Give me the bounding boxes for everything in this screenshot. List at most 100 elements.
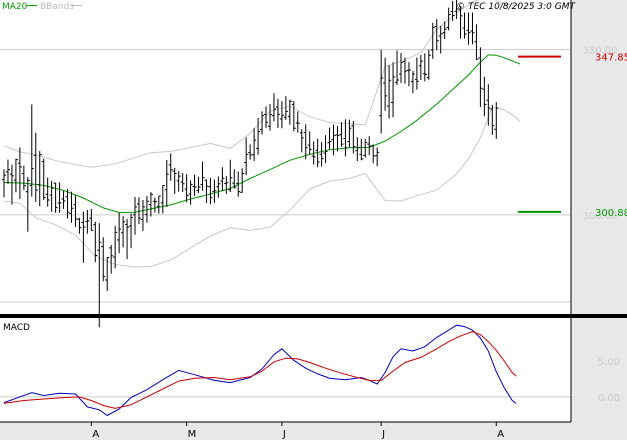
ohlc-bar [41, 158, 46, 200]
legend-bbands-swatch [72, 5, 82, 6]
ohlc-bar [133, 196, 138, 235]
ohlc-bar [228, 159, 233, 193]
ohlc-bar [283, 96, 288, 120]
ohlc-bar [236, 171, 241, 197]
ohlc-bar [85, 209, 90, 234]
macd-lines [3, 324, 517, 417]
ohlc-bar [25, 177, 30, 232]
ma20-series-line [3, 54, 521, 214]
ohlc-bar [466, 12, 471, 45]
ohlc-bar [347, 119, 352, 148]
ohlc-bar [474, 24, 479, 60]
ohlc-bar [220, 167, 225, 192]
ohlc-bar [13, 158, 18, 193]
ohlc-bar [486, 84, 491, 126]
macd-tick-label: 5.00 [598, 357, 620, 368]
ohlc-bar [418, 54, 423, 80]
ohlc-bar [434, 19, 439, 51]
ohlc-bar [164, 159, 169, 207]
price-panel-bg [0, 0, 571, 314]
ohlc-bar [117, 212, 122, 254]
ohlc-bar [121, 216, 126, 248]
ohlc-bar [113, 225, 118, 269]
axis-labels: 350.00 300.00 5.00 0.00 347.85 300.88 A M J J A [92, 46, 627, 440]
ohlc-bar [77, 217, 82, 234]
ohlc-bar [482, 76, 487, 117]
ohlc-bar [240, 168, 245, 193]
axes [0, 0, 572, 426]
ohlc-bar [125, 218, 130, 260]
ohlc-bar [97, 223, 102, 328]
ohlc-bar [224, 175, 229, 195]
ohlc-bar [216, 176, 221, 198]
ohlc-bar [454, 0, 459, 19]
ohlc-bar [367, 136, 372, 156]
ohlc-bar [323, 135, 328, 164]
ohlc-bar [73, 195, 78, 228]
ohlc-bar [172, 167, 177, 195]
ohlc-bar [188, 180, 193, 205]
ohlc-bar [355, 137, 360, 161]
ohlc-bar [244, 137, 249, 176]
ohlc-bar [371, 144, 376, 164]
ohlc-bar [291, 101, 296, 132]
ohlc-bar [37, 151, 42, 207]
ohlc-bar [152, 197, 157, 213]
ohlc-bar [200, 161, 205, 191]
ohlc-bar [331, 124, 336, 156]
ohlc-bar [438, 25, 443, 54]
ohlc-bar [101, 237, 106, 282]
ohlc-bar [319, 142, 324, 167]
ohlc-bar [426, 49, 431, 80]
ohlc-bar [414, 57, 419, 90]
macd-label: MACD [3, 323, 30, 333]
ohlc-bar [2, 169, 6, 198]
ohlc-bar [343, 119, 348, 157]
ohlc-bar [470, 12, 475, 45]
ohlc-bar [383, 57, 388, 111]
ohlc-bar [248, 144, 253, 160]
ohlc-bar [144, 196, 149, 223]
copyright-text: © TEC 10/8/2025 3:0 GMT [456, 2, 576, 12]
ohlc-bar [446, 7, 451, 31]
ohlc-bar [406, 62, 411, 87]
ohlc-bar [184, 174, 189, 203]
ohlc-bar [21, 165, 26, 191]
ohlc-bar [105, 256, 110, 291]
ohlc-bar [271, 93, 276, 122]
ohlc-bar [109, 244, 114, 274]
ohlc-bar [399, 52, 403, 83]
ohlc-bar [275, 98, 280, 128]
ohlc-bar [264, 106, 269, 128]
ohlc-bar [61, 191, 66, 209]
ohlc-bar [327, 127, 332, 150]
ohlc-bar [311, 141, 316, 165]
ohlc-bar [196, 176, 201, 194]
price-axis-bg [571, 0, 627, 314]
x-tick-label: A [92, 429, 99, 440]
ohlc-bar [148, 192, 153, 217]
ohlc-bar [402, 57, 407, 84]
ohlc-bar [335, 125, 340, 152]
level-marker-label: 300.88 [595, 208, 627, 219]
ohlc-bar [410, 71, 415, 94]
price-bars [2, 0, 499, 328]
ohlc-bar [65, 189, 70, 219]
bband-upper-line [3, 0, 521, 168]
ohlc-bar [9, 164, 14, 205]
ohlc-bar [232, 169, 237, 189]
ohlc-bar [208, 177, 213, 205]
ohlc-bar [391, 62, 396, 118]
ohlc-bar [395, 50, 400, 85]
ohlc-bar [351, 120, 356, 154]
ohlc-bar [260, 111, 265, 135]
ohlc-bar [192, 174, 197, 197]
ohlc-bar [363, 138, 368, 158]
macd-tick-label: 0.00 [598, 393, 620, 404]
x-tick-label: A [497, 429, 504, 440]
ohlc-bar [17, 147, 22, 199]
ohlc-bar [442, 21, 447, 40]
signal-series-line [3, 331, 517, 409]
ohlc-bar [93, 221, 98, 263]
